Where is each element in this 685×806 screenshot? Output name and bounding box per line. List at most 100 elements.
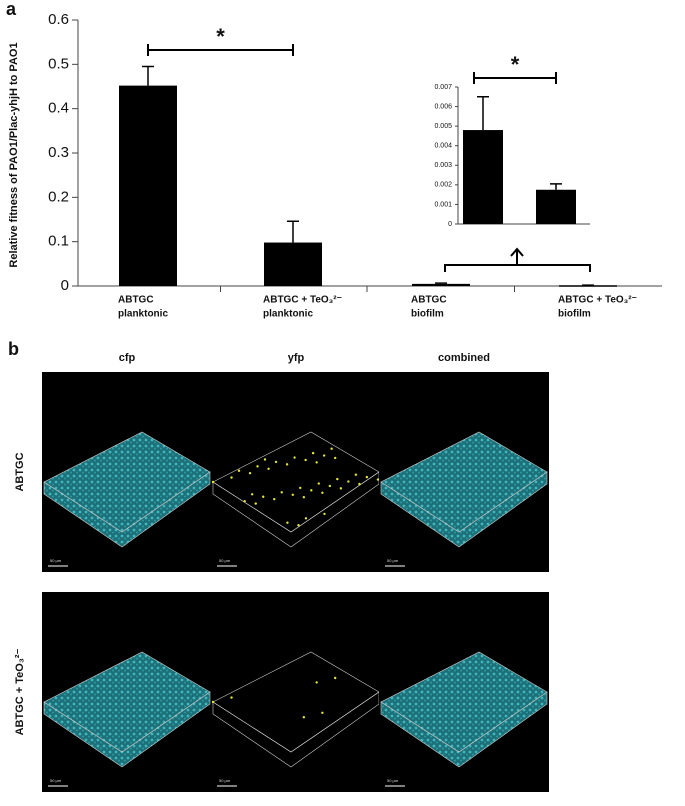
yfp-spot bbox=[336, 477, 339, 481]
bar bbox=[264, 242, 322, 286]
x-tick-label: biofilm bbox=[558, 309, 591, 320]
x-tick-label: planktonic bbox=[118, 309, 168, 320]
row-label: ABTGC bbox=[14, 452, 26, 491]
scale-label: 50 µm bbox=[50, 778, 62, 783]
yfp-spot bbox=[273, 497, 276, 501]
significance-bracket bbox=[147, 44, 294, 56]
y-tick-label: 0 bbox=[448, 221, 452, 228]
yfp-spot bbox=[339, 487, 343, 490]
yfp-spot bbox=[299, 486, 302, 490]
column-header: cfp bbox=[119, 352, 136, 364]
x-tick-label: ABTGC bbox=[411, 295, 447, 306]
y-tick-label: 0.1 bbox=[48, 233, 69, 250]
volume-top bbox=[43, 431, 211, 533]
yfp-spot bbox=[286, 521, 289, 524]
yfp-spot bbox=[311, 451, 315, 455]
y-tick-label: 0.6 bbox=[48, 11, 69, 28]
significance-label: * bbox=[216, 24, 225, 49]
yfp-spot bbox=[297, 523, 300, 527]
y-tick-label: 0.3 bbox=[48, 144, 69, 161]
column-header: yfp bbox=[288, 352, 305, 364]
yfp-spot bbox=[285, 463, 289, 466]
y-tick-label: 0.001 bbox=[434, 201, 452, 208]
yfp-spot bbox=[293, 456, 296, 459]
yfp-spot bbox=[304, 458, 307, 462]
scale-label: 50 µm bbox=[219, 558, 231, 563]
error-bar bbox=[550, 183, 562, 190]
y-tick-label: 0.004 bbox=[434, 143, 452, 150]
yfp-spot bbox=[334, 676, 337, 680]
significance-bracket bbox=[473, 72, 557, 84]
scale-label: 50 µm bbox=[387, 558, 399, 563]
yfp-spot bbox=[237, 469, 241, 472]
volume-top bbox=[380, 431, 548, 533]
scale-label: 50 µm bbox=[50, 558, 62, 563]
error-bar bbox=[287, 220, 299, 243]
yfp-spot bbox=[315, 461, 318, 464]
error-bar bbox=[477, 96, 489, 131]
row-label: ABTGC + TeO₃²⁻ bbox=[14, 648, 26, 735]
y-tick-label: 0.007 bbox=[434, 84, 452, 91]
x-tick-label: planktonic bbox=[263, 309, 313, 320]
x-tick-label: ABTGC + TeO₃²⁻ bbox=[558, 295, 637, 306]
bar bbox=[463, 130, 503, 224]
inset-pointer bbox=[444, 247, 591, 272]
yfp-spot bbox=[323, 512, 326, 516]
yfp-spot bbox=[302, 495, 306, 499]
yfp-spot bbox=[322, 454, 326, 457]
micrograph bbox=[211, 592, 381, 792]
yfp-spot bbox=[243, 499, 246, 503]
x-tick-label: ABTGC bbox=[118, 295, 154, 306]
y-tick-label: 0.002 bbox=[434, 182, 452, 189]
yfp-spot bbox=[211, 480, 215, 484]
micrograph bbox=[211, 372, 381, 572]
y-tick-label: 0.006 bbox=[434, 103, 452, 110]
yfp-spot bbox=[230, 696, 233, 699]
yfp-spot bbox=[230, 476, 233, 479]
y-tick-label: 0 bbox=[61, 277, 69, 294]
yfp-spot bbox=[254, 502, 257, 505]
yfp-spot bbox=[328, 484, 332, 488]
yfp-spot bbox=[302, 715, 306, 719]
yfp-spot bbox=[376, 478, 380, 481]
yfp-spot bbox=[334, 456, 337, 460]
scale-label: 50 µm bbox=[387, 778, 399, 783]
yfp-spot bbox=[250, 493, 254, 496]
bar bbox=[119, 85, 177, 286]
panel-label: b bbox=[8, 339, 19, 359]
y-tick-label: 0.005 bbox=[434, 123, 452, 130]
x-tick-label: biofilm bbox=[411, 309, 444, 320]
yfp-spot bbox=[280, 491, 283, 494]
volume-top bbox=[380, 651, 548, 753]
panel-label: a bbox=[6, 0, 17, 19]
yfp-spot bbox=[354, 473, 358, 476]
yfp-spot bbox=[262, 495, 265, 498]
yfp-spot bbox=[291, 493, 294, 496]
significance-label: * bbox=[511, 52, 520, 77]
yfp-spot bbox=[256, 465, 259, 468]
y-tick-label: 0.2 bbox=[48, 188, 69, 205]
yfp-spot bbox=[317, 482, 320, 485]
column-header: combined bbox=[438, 352, 490, 364]
yfp-spot bbox=[248, 471, 252, 475]
y-tick-label: 0.003 bbox=[434, 162, 452, 169]
yfp-spot bbox=[347, 480, 350, 483]
yfp-spot bbox=[263, 458, 267, 461]
yfp-spot bbox=[330, 447, 333, 450]
scale-label: 50 µm bbox=[219, 778, 231, 783]
yfp-spot bbox=[211, 700, 215, 704]
yfp-spot bbox=[274, 460, 278, 464]
yfp-spot bbox=[304, 517, 308, 520]
yfp-spot bbox=[321, 491, 324, 494]
yfp-spot bbox=[358, 482, 361, 486]
bar bbox=[536, 189, 576, 224]
y-axis-label: Relative fitness of PAO1/Plac-yhjH to PA… bbox=[8, 42, 20, 267]
y-tick-label: 0.4 bbox=[48, 100, 69, 117]
y-tick-label: 0.5 bbox=[48, 55, 69, 72]
yfp-spot bbox=[315, 681, 318, 684]
bar bbox=[412, 283, 470, 286]
bar bbox=[559, 285, 617, 287]
x-tick-label: ABTGC + TeO₃²⁻ bbox=[263, 295, 342, 306]
volume-top bbox=[43, 651, 211, 753]
